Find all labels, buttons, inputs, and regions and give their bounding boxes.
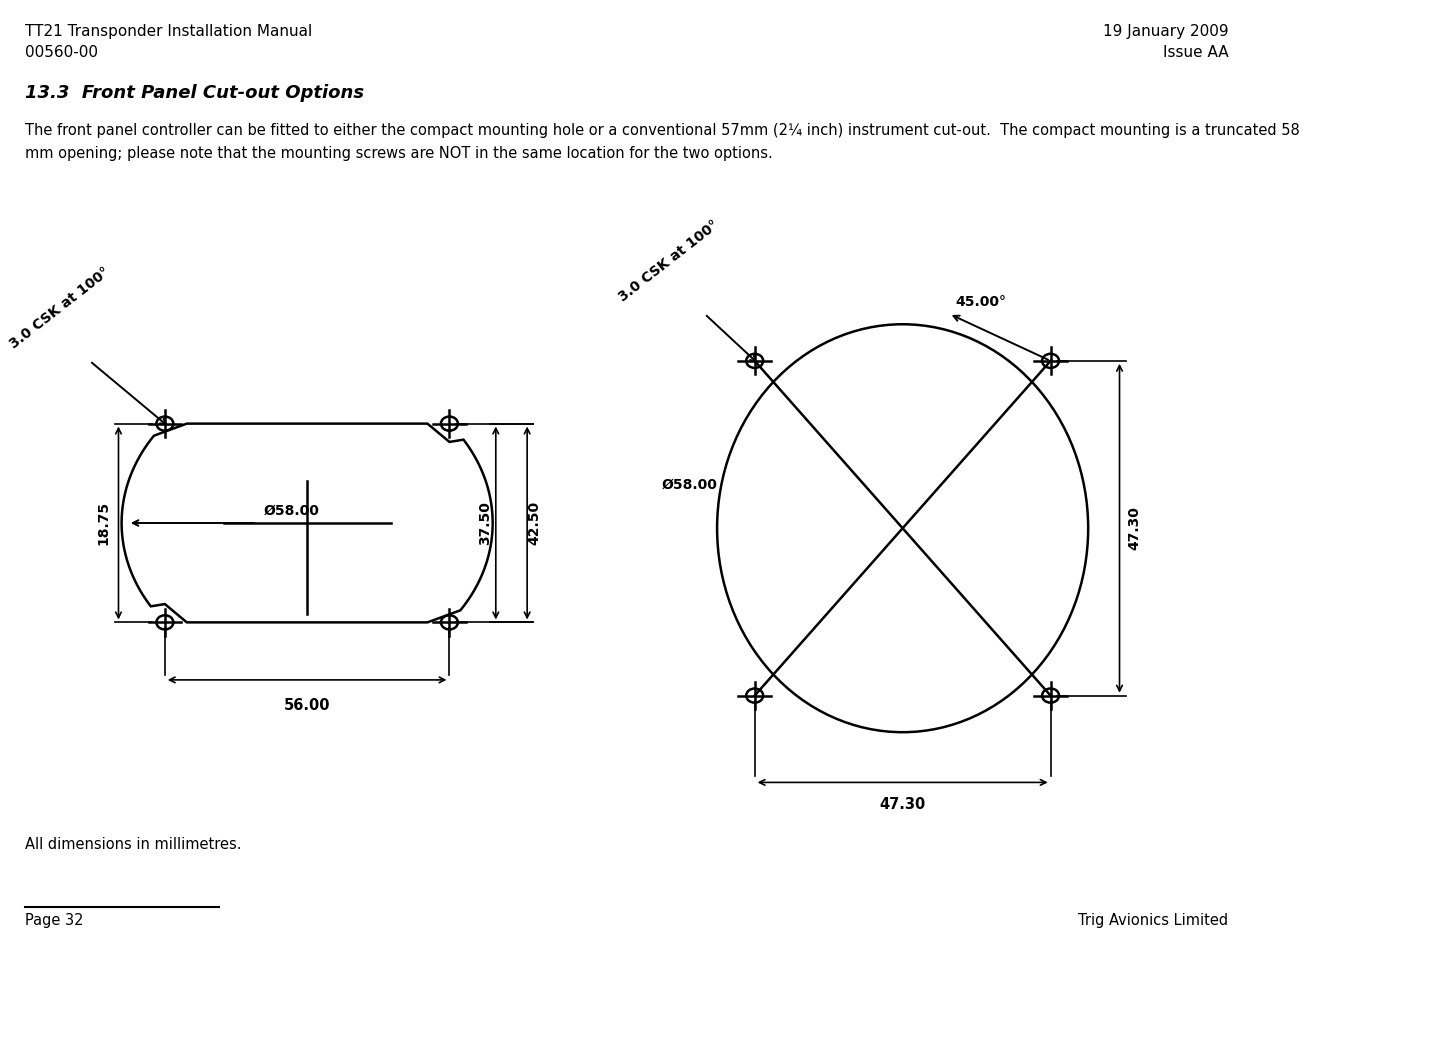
Text: Ø58.00: Ø58.00 <box>263 504 319 518</box>
Text: TT21 Transponder Installation Manual: TT21 Transponder Installation Manual <box>24 24 312 39</box>
Text: 37.50: 37.50 <box>479 501 491 545</box>
Text: 56.00: 56.00 <box>285 698 331 712</box>
Text: 45.00°: 45.00° <box>956 295 1006 309</box>
Text: 00560-00: 00560-00 <box>24 45 98 60</box>
Text: 42.50: 42.50 <box>527 501 542 545</box>
Text: The front panel controller can be fitted to either the compact mounting hole or : The front panel controller can be fitted… <box>24 123 1300 138</box>
Text: 47.30: 47.30 <box>1128 506 1141 550</box>
Text: 18.75: 18.75 <box>96 501 111 545</box>
Text: Ø58.00: Ø58.00 <box>661 478 717 492</box>
Text: Page 32: Page 32 <box>24 913 83 928</box>
Text: All dimensions in millimetres.: All dimensions in millimetres. <box>24 837 241 851</box>
Text: 3.0 CSK at 100°: 3.0 CSK at 100° <box>616 218 721 304</box>
Text: mm opening; please note that the mounting screws are NOT in the same location fo: mm opening; please note that the mountin… <box>24 146 773 161</box>
Text: Issue AA: Issue AA <box>1163 45 1229 60</box>
Text: 19 January 2009: 19 January 2009 <box>1104 24 1229 39</box>
Text: 3.0 CSK at 100°: 3.0 CSK at 100° <box>7 265 114 351</box>
Text: 47.30: 47.30 <box>879 797 925 812</box>
Text: 13.3  Front Panel Cut-out Options: 13.3 Front Panel Cut-out Options <box>24 84 364 101</box>
Text: Trig Avionics Limited: Trig Avionics Limited <box>1078 913 1229 928</box>
